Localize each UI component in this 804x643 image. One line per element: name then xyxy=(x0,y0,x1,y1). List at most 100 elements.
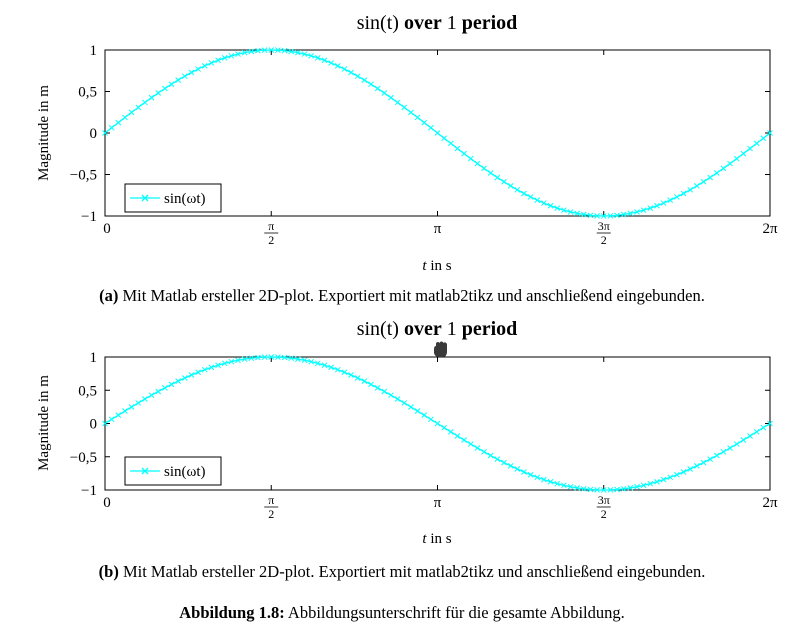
data-point xyxy=(514,186,521,193)
data-point xyxy=(667,474,674,481)
data-point xyxy=(767,130,773,136)
data-point xyxy=(501,178,507,185)
y-tick-label: 0 xyxy=(90,126,98,142)
data-point xyxy=(354,73,361,80)
data-point xyxy=(534,474,541,481)
data-point xyxy=(680,190,687,197)
data-point xyxy=(128,109,135,116)
data-point xyxy=(294,49,301,56)
data-point xyxy=(408,404,414,410)
data-point xyxy=(161,385,168,391)
data-point xyxy=(607,487,614,493)
data-point xyxy=(201,62,208,69)
data-point xyxy=(674,471,680,478)
y-tick-label: 0 xyxy=(90,417,98,433)
legend: sin(ωt) xyxy=(124,456,222,486)
data-point xyxy=(740,150,747,157)
data-point xyxy=(334,366,341,373)
data-point xyxy=(255,47,261,54)
data-point xyxy=(181,375,188,381)
data-point xyxy=(600,487,607,493)
y-tick-label: −1 xyxy=(81,483,97,499)
data-point xyxy=(607,212,614,219)
data-point xyxy=(427,416,434,423)
data-point xyxy=(654,478,660,485)
data-point xyxy=(142,99,148,106)
data-point xyxy=(640,207,647,214)
data-point xyxy=(740,437,747,443)
data-point xyxy=(467,155,474,162)
y-tick-label: −0,5 xyxy=(70,168,97,184)
data-point xyxy=(614,486,620,493)
data-point xyxy=(727,160,733,167)
data-point xyxy=(674,194,680,200)
data-point xyxy=(567,209,574,215)
data-point xyxy=(521,190,527,197)
x-axis-label: t in s xyxy=(422,258,451,274)
svg-text:π: π xyxy=(268,493,274,507)
data-point xyxy=(487,452,494,459)
data-point xyxy=(707,456,714,462)
data-point xyxy=(221,55,228,61)
data-point xyxy=(760,135,767,142)
data-point xyxy=(288,48,295,55)
data-point xyxy=(155,388,162,395)
data-point xyxy=(328,364,334,371)
data-point xyxy=(467,441,474,447)
data-point xyxy=(248,355,255,362)
data-point xyxy=(122,114,128,121)
figure-caption: Abbildung 1.8: Abbildungsunterschrift fü… xyxy=(0,603,804,623)
data-point xyxy=(687,466,694,472)
svg-text:2: 2 xyxy=(601,507,607,521)
data-point xyxy=(135,400,142,406)
data-point xyxy=(321,57,328,64)
data-point xyxy=(135,104,142,111)
data-point xyxy=(454,433,461,439)
data-point xyxy=(281,354,288,361)
y-axis-label: Magnitude in m xyxy=(36,85,52,181)
data-point xyxy=(228,358,235,365)
svg-text:3π: 3π xyxy=(598,493,610,507)
data-point xyxy=(507,183,514,189)
data-point xyxy=(560,207,567,214)
data-point xyxy=(294,356,301,362)
data-point xyxy=(574,485,581,491)
data-point xyxy=(527,194,534,200)
data-point xyxy=(447,140,454,147)
data-point xyxy=(414,408,421,414)
data-point xyxy=(368,81,374,88)
data-point xyxy=(554,205,561,211)
data-point xyxy=(102,130,108,136)
data-point xyxy=(700,459,707,466)
caption-text: Abbildungsunterschrift für die gesamte A… xyxy=(287,603,625,622)
data-point xyxy=(261,47,268,54)
data-point xyxy=(687,186,694,193)
data-point xyxy=(394,396,401,402)
data-point xyxy=(587,486,594,493)
data-point xyxy=(235,357,241,364)
data-point xyxy=(201,366,208,373)
data-point xyxy=(580,485,587,492)
caption-tag: Abbildung 1.8: xyxy=(179,603,285,622)
data-point xyxy=(733,441,740,447)
data-point xyxy=(474,445,481,451)
data-point xyxy=(767,420,773,427)
x-tick-label: 0 xyxy=(103,221,111,237)
data-point xyxy=(175,77,182,83)
svg-text:2: 2 xyxy=(601,233,607,247)
data-point xyxy=(374,385,381,391)
data-point xyxy=(208,364,215,371)
data-point xyxy=(181,73,188,80)
data-point xyxy=(388,94,394,101)
data-point xyxy=(255,354,261,361)
grab-hand-icon xyxy=(434,341,447,357)
data-point xyxy=(454,145,461,152)
subfigure-caption-b: (b) Mit Matlab ersteller 2D-plot. Export… xyxy=(0,562,804,582)
plot-b: sin(t) over 1 period −1−0,500,510 π2π 3π22… xyxy=(36,318,778,547)
data-point xyxy=(753,140,760,147)
caption-text: Mit Matlab ersteller 2D-plot. Exportiert… xyxy=(122,286,705,305)
data-point xyxy=(241,49,248,56)
data-point xyxy=(128,404,135,410)
